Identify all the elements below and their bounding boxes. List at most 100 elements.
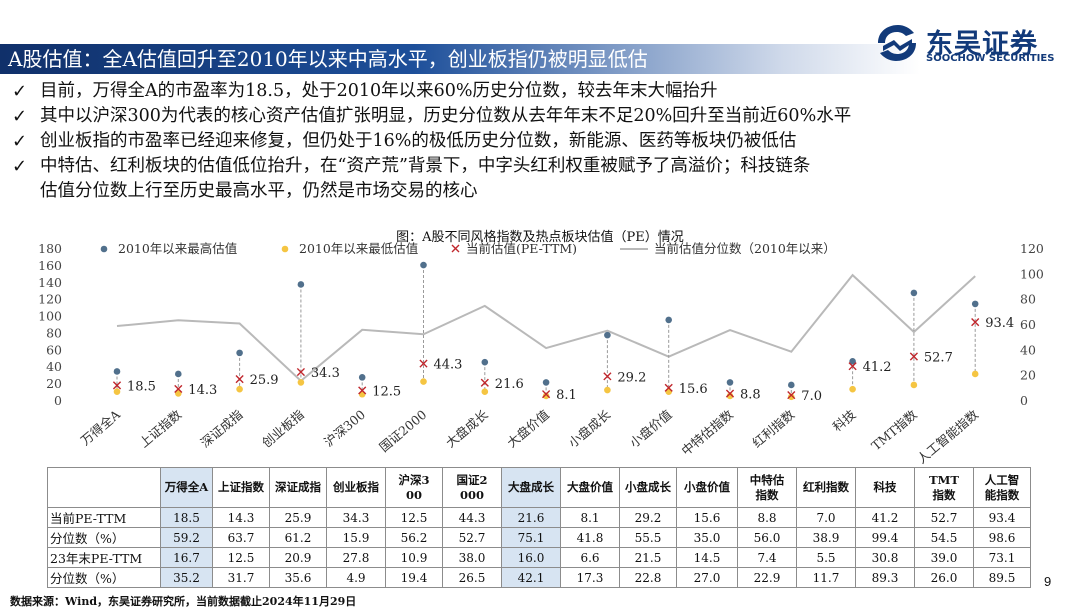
table-cell: 25.9 [269, 507, 327, 528]
data-label: 25.9 [250, 373, 279, 388]
y-axis-left-tick: 120 [38, 292, 62, 307]
table-cell: 61.2 [269, 527, 327, 548]
data-label: 34.3 [311, 366, 340, 381]
y-axis-right-tick: 0 [1020, 393, 1028, 408]
current-pe-point [848, 362, 857, 371]
data-label: 29.2 [617, 370, 646, 385]
table-cell: 55.5 [619, 527, 677, 548]
category-label: 国证2000 [376, 407, 429, 455]
data-label: 18.5 [127, 379, 156, 394]
row-header: 分位数（%） [47, 527, 161, 548]
row-header: 当前PE-TTM [47, 507, 161, 528]
y-axis-right-tick: 80 [1020, 292, 1036, 307]
column-header: 万得全A [160, 467, 213, 508]
y-axis-left-tick: 100 [38, 309, 62, 324]
table-cell: 41.8 [560, 527, 620, 548]
current-pe-point [787, 390, 796, 400]
data-label: 44.3 [434, 358, 463, 373]
current-pe-point [971, 318, 980, 327]
table-cell: 89.5 [973, 567, 1031, 588]
max-valuation-point [971, 300, 979, 308]
bullet-text: 创业板指的市盈率已经迎来修复，但仍处于16%的极低历史分位数，新能源、医药等板块… [40, 131, 797, 151]
data-label: 93.4 [985, 316, 1014, 331]
max-valuation-point [236, 349, 243, 357]
y-axis-left-tick: 60 [46, 342, 62, 357]
max-valuation-point [665, 316, 672, 324]
min-valuation-point [604, 386, 611, 394]
table-cell: 11.7 [796, 567, 856, 588]
table-cell: 18.5 [160, 507, 213, 528]
category-label: 小盘成长 [565, 406, 613, 450]
table-cell: 59.2 [160, 527, 213, 548]
category-label: TMT指数 [868, 406, 920, 453]
min-valuation-point [113, 388, 121, 396]
max-valuation-point [604, 331, 611, 339]
table-cell: 41.2 [855, 507, 915, 528]
table-cell: 10.9 [385, 547, 443, 568]
legend-min-label: 2010年以来最低估值 [299, 241, 418, 256]
y-axis-left-tick: 40 [46, 359, 62, 374]
table-cell: 99.4 [855, 527, 915, 548]
current-pe-point [480, 378, 489, 387]
category-label: 红利指数 [749, 406, 797, 450]
table-row: 分位数（%） 35.2 31.7 35.6 4.9 19.4 26.5 42.1 17.3 22.… [47, 567, 1031, 588]
table-cell: 15.9 [326, 527, 386, 548]
legend-max-label: 2010年以来最高估值 [118, 241, 237, 256]
data-label: 14.3 [188, 383, 217, 398]
category-label: 人工智能指数 [914, 406, 981, 466]
table-cell: 4.9 [326, 567, 386, 588]
column-header: TMT 指数 [914, 467, 974, 508]
column-header: 上证指数 [212, 467, 270, 508]
table-cell: 7.4 [737, 547, 797, 568]
max-valuation-point [788, 381, 795, 389]
table-cell: 39.0 [914, 547, 974, 568]
min-valuation-point [542, 392, 550, 400]
bullet-text: 中特估、红利板块的估值低位抬升，在“资产荒”背景下，中字头红利权重被赋予了高溢价… [40, 156, 811, 176]
company-logo: 东吴证券 SOOCHOW SECURITIES [874, 22, 1074, 66]
data-label: 7.0 [801, 389, 822, 404]
y-axis-right-tick: 120 [1020, 241, 1044, 256]
table-cell: 22.8 [619, 567, 677, 588]
table-cell: 8.1 [560, 507, 620, 528]
column-header: 小盘成长 [619, 467, 677, 508]
y-axis-left-tick: 180 [38, 241, 62, 256]
table-cell: 56.0 [737, 527, 797, 548]
y-axis-left-tick: 20 [46, 376, 62, 391]
current-pe-point [664, 383, 673, 392]
table-cell: 30.8 [855, 547, 915, 568]
table-cell: 35.6 [269, 567, 327, 588]
min-valuation-point [420, 378, 427, 385]
column-header: 小盘价值 [676, 467, 738, 508]
legend-percentile-label: 当前估值分位数（2010年以来） [654, 241, 836, 256]
column-header: 中特估 指数 [737, 467, 797, 508]
current-pe-point [174, 384, 183, 394]
category-label: 大盘成长 [443, 406, 491, 450]
table-cell: 14.5 [676, 547, 738, 568]
table-cell: 21.6 [501, 507, 561, 528]
table-cell: 56.2 [385, 527, 443, 548]
y-axis-right-tick: 40 [1020, 342, 1036, 357]
table-cell: 8.8 [737, 507, 797, 528]
slide-title: A股估值：全A估值回升至2010年以来中高水平，创业板指仍被明显低估 [8, 47, 648, 71]
legend-current-marker [451, 244, 460, 253]
max-valuation-point [726, 379, 734, 386]
table-row: 23年末PE-TTM 16.7 12.5 20.9 27.8 10.9 38.0 16.0 6.… [47, 547, 1031, 568]
column-header: 红利指数 [796, 467, 856, 508]
page-number: 9 [1044, 574, 1052, 589]
table-cell: 14.3 [212, 507, 270, 528]
category-label: 创业板指 [259, 407, 307, 451]
column-header: 大盘价值 [560, 467, 620, 508]
bullet-item: ✓ 创业板指的市盈率已经迎来修复，但仍处于16%的极低历史分位数，新能源、医药等… [6, 129, 1076, 154]
column-header: 沪深3 00 [385, 467, 443, 508]
table-cell: 6.6 [560, 547, 620, 568]
bullet-item: ✓ 其中以沪深300为代表的核心资产估值扩张明显，历史分位数从去年年末不足20%… [6, 104, 1076, 129]
current-pe-point [296, 367, 305, 377]
table-cell: 19.4 [385, 567, 443, 588]
row-header: 23年末PE-TTM [47, 547, 161, 568]
table-cell: 63.7 [212, 527, 270, 548]
logo-icon [878, 25, 916, 61]
valuation-table: 万得全A 上证指数 深证成指 创业板指 沪深3 00 国证2 000 大盘成长 大盘… [47, 467, 1031, 588]
table-cell: 17.3 [560, 567, 620, 588]
max-valuation-point [849, 358, 856, 365]
table-corner [47, 467, 161, 508]
